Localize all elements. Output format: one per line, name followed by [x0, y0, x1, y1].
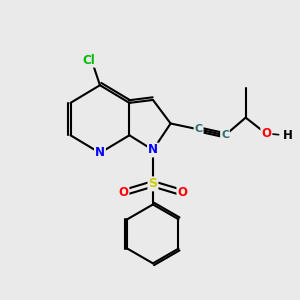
Text: Cl: Cl — [83, 54, 95, 67]
Text: H: H — [283, 129, 292, 142]
Text: C: C — [194, 124, 202, 134]
Text: N: N — [148, 143, 158, 157]
Text: O: O — [261, 127, 271, 140]
Text: N: N — [95, 146, 105, 159]
Text: O: O — [177, 186, 188, 199]
Text: C: C — [221, 130, 229, 140]
Text: S: S — [148, 177, 158, 190]
Text: O: O — [118, 186, 128, 199]
